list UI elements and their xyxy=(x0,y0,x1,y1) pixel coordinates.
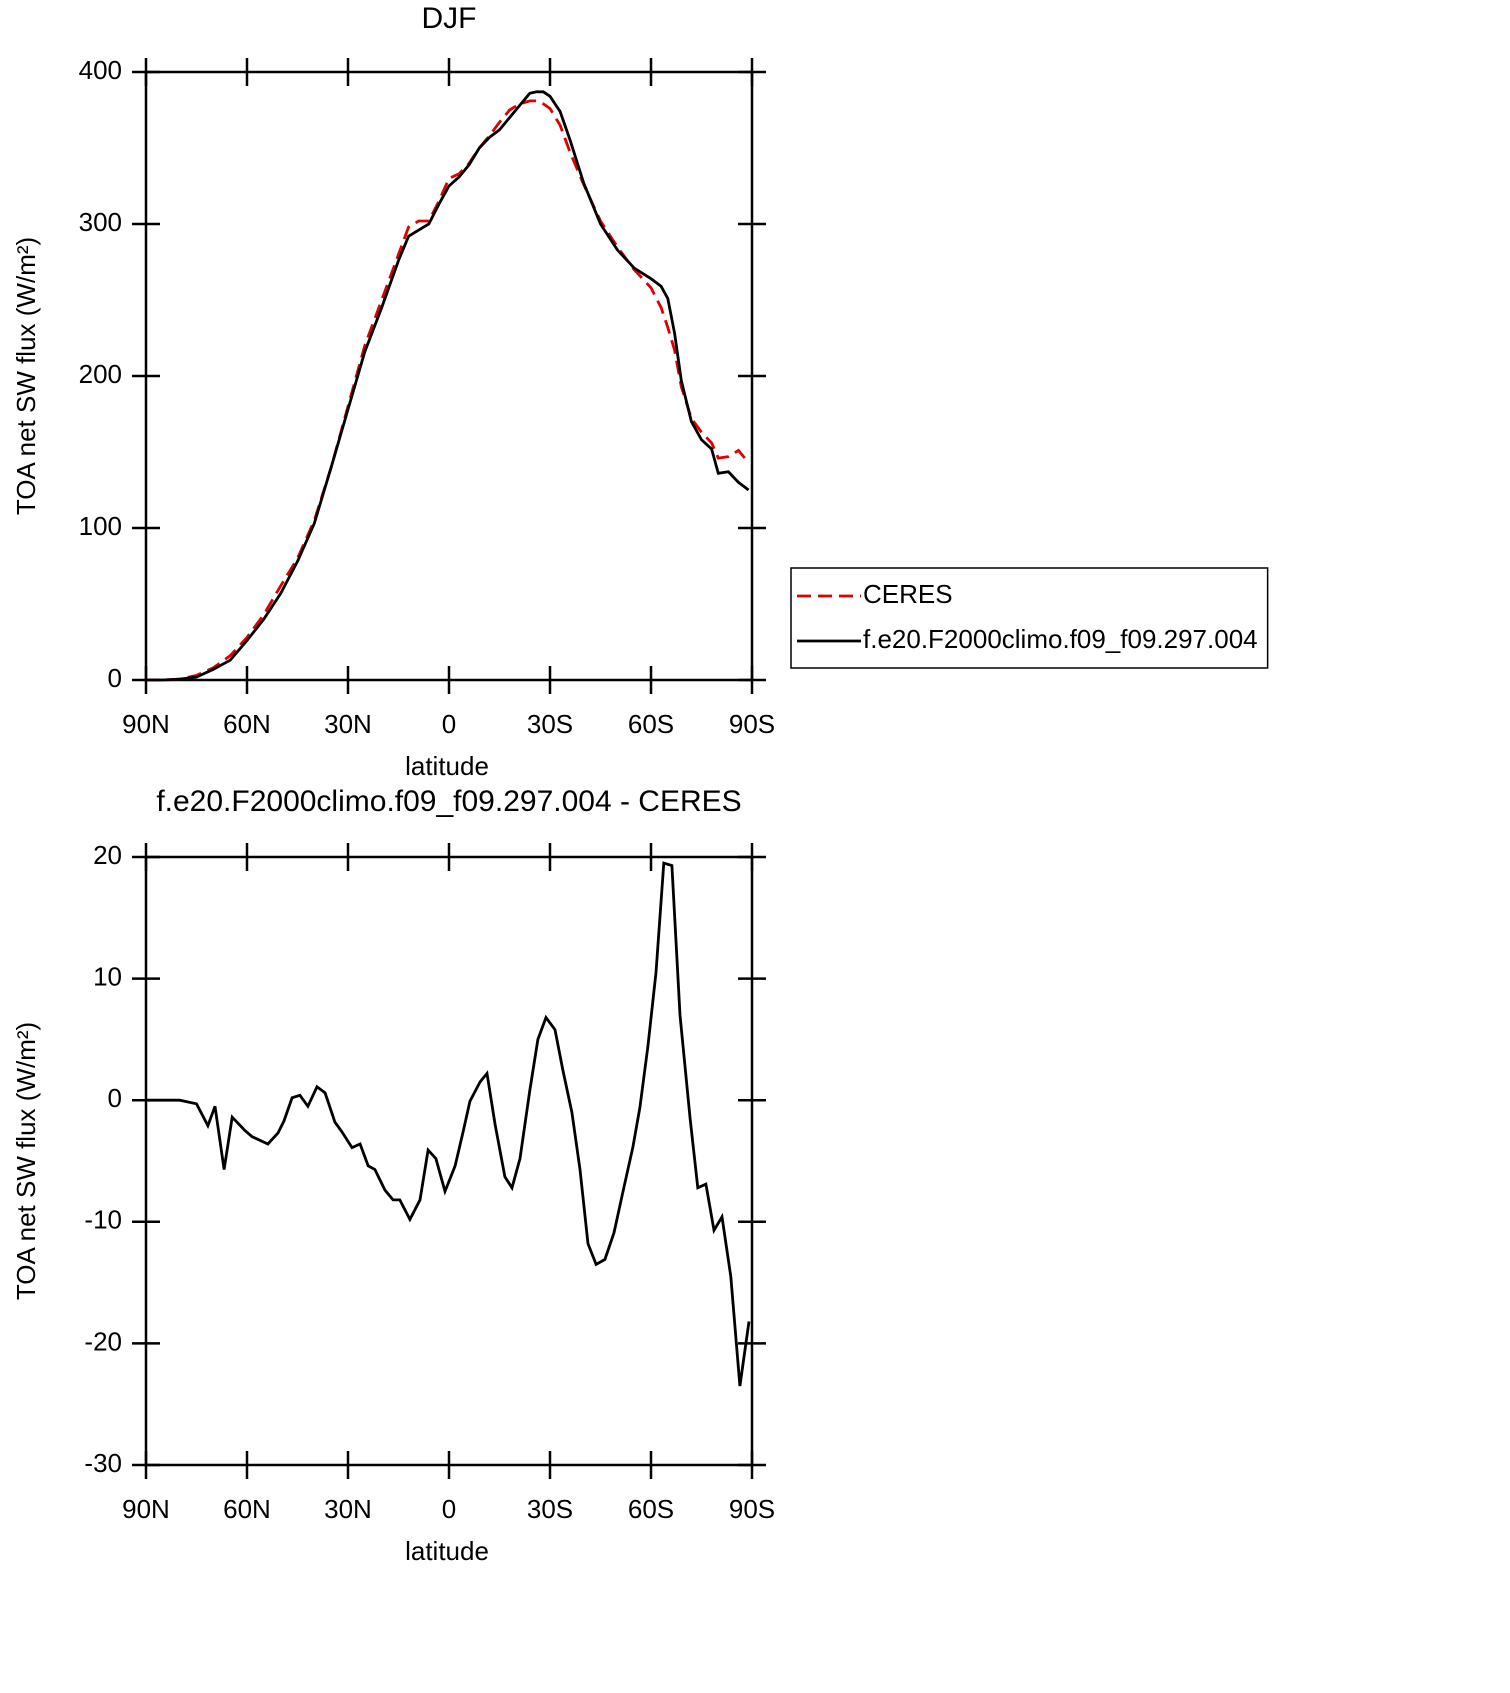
y-tick-label: 10 xyxy=(93,961,122,991)
chart-title: f.e20.F2000climo.f09_f09.297.004 - CERES xyxy=(156,785,741,818)
x-tick-label: 30S xyxy=(527,1494,573,1524)
x-axis-label: latitude xyxy=(405,1536,489,1566)
y-tick-label: 100 xyxy=(79,511,122,541)
x-tick-label: 90N xyxy=(122,1494,170,1524)
y-tick-label: -10 xyxy=(84,1205,122,1235)
y-tick-label: 200 xyxy=(79,359,122,389)
y-axis-label: TOA net SW flux (W/m²) xyxy=(11,237,41,515)
y-tick-label: 400 xyxy=(79,55,122,85)
x-tick-label: 0 xyxy=(442,1494,456,1524)
legend-label: f.e20.F2000climo.f09_f09.297.004 xyxy=(863,624,1258,654)
x-tick-label: 60S xyxy=(628,709,674,739)
x-tick-label: 30S xyxy=(527,709,573,739)
y-tick-label: 0 xyxy=(108,1083,122,1113)
plot-frame xyxy=(144,855,754,1467)
x-axis-label: latitude xyxy=(405,751,489,781)
legend-label: CERES xyxy=(863,579,953,609)
x-tick-label: 90N xyxy=(122,709,170,739)
y-tick-label: 300 xyxy=(79,207,122,237)
legend-box xyxy=(790,567,1269,669)
data-line xyxy=(146,861,751,1387)
data-line xyxy=(146,99,750,682)
data-line xyxy=(146,90,750,682)
plot-frame xyxy=(144,70,754,682)
y-tick-label: -20 xyxy=(84,1326,122,1356)
x-tick-label: 30N xyxy=(324,1494,372,1524)
x-tick-label: 90S xyxy=(729,1494,775,1524)
y-tick-label: 0 xyxy=(108,663,122,693)
x-tick-label: 30N xyxy=(324,709,372,739)
chart-title: DJF xyxy=(422,2,477,35)
y-tick-label: -30 xyxy=(84,1448,122,1478)
x-tick-label: 60N xyxy=(223,1494,271,1524)
x-tick-label: 0 xyxy=(442,709,456,739)
y-axis-label: TOA net SW flux (W/m²) xyxy=(11,1022,41,1300)
y-tick-label: 20 xyxy=(93,840,122,870)
x-tick-label: 60S xyxy=(628,1494,674,1524)
x-tick-label: 60N xyxy=(223,709,271,739)
x-tick-label: 90S xyxy=(729,709,775,739)
